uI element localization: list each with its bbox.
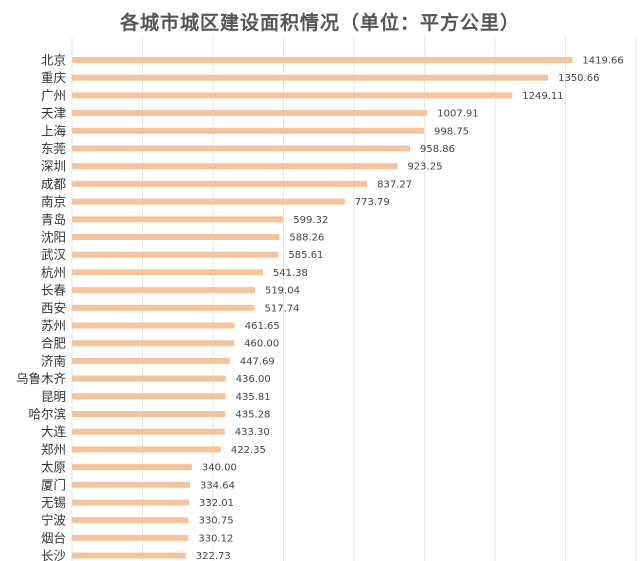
category-label: 宁波 [41,513,67,528]
value-label: 435.28 [235,410,270,421]
value-label: 332.01 [199,498,234,509]
value-label: 436.00 [236,374,271,385]
category-label: 无锡 [41,495,66,510]
value-label: 541.38 [273,268,308,279]
value-label: 517.74 [265,303,300,314]
bar [72,198,345,205]
category-label: 重庆 [41,70,67,85]
bar [72,251,279,258]
value-label: 330.12 [198,533,233,544]
bar [72,74,549,81]
bar [72,481,190,488]
value-labels: 1419.66 1350.66 1249.11 1007.91 998.75 958.86… [196,56,624,561]
category-label: 郑州 [41,442,66,457]
bar [72,534,189,541]
category-label: 大连 [41,424,67,439]
category-label: 北京 [41,53,66,68]
bar [72,411,226,417]
value-label: 998.75 [434,126,469,137]
bar [72,57,573,63]
value-label: 1007.91 [437,109,478,120]
category-label: 西安 [41,300,66,315]
bar [72,127,425,134]
value-label: 599.32 [293,215,328,226]
value-label: 460.00 [244,339,279,350]
bar [72,340,235,347]
category-label: 烟台 [41,530,66,545]
category-label: 东莞 [41,141,66,156]
value-label: 1249.11 [522,91,563,102]
bar [72,304,255,311]
bar [72,552,186,559]
bar [72,357,230,364]
category-label: 哈尔滨 [28,407,66,422]
value-label: 923.25 [407,162,442,173]
category-label: 昆明 [41,389,66,404]
bar [72,234,280,240]
value-label: 837.27 [377,179,412,190]
value-label: 773.79 [355,197,390,208]
bars [72,57,573,559]
bar [72,145,410,152]
value-label: 1350.66 [558,73,599,84]
value-label: 334.64 [200,480,235,491]
category-label: 南京 [41,194,66,209]
category-label: 广州 [41,88,66,103]
value-label: 519.04 [265,286,300,297]
value-label: 422.35 [231,445,266,456]
category-label: 乌鲁木齐 [16,371,67,386]
category-label: 厦门 [41,477,66,492]
value-label: 330.75 [199,516,234,527]
category-label: 合肥 [41,336,67,351]
category-label: 太原 [41,460,66,475]
bar [72,499,190,506]
gridlines [71,36,637,561]
category-label: 成都 [41,176,67,191]
bar [72,287,255,294]
category-label: 长沙 [41,548,67,561]
bar [72,428,225,435]
value-label: 447.69 [240,356,275,367]
value-label: 958.86 [420,144,455,155]
category-label: 苏州 [41,318,66,333]
bar [72,110,428,117]
bar [72,375,226,382]
value-label: 585.61 [288,250,323,261]
category-label: 长春 [41,283,67,298]
value-label: 588.26 [289,233,324,244]
bar [72,517,189,524]
bar [72,216,284,223]
bar [72,92,513,99]
value-label: 1419.66 [582,56,623,67]
category-label: 武汉 [41,247,67,262]
bar [72,163,398,170]
category-label: 沈阳 [41,230,66,245]
category-label: 天津 [41,106,66,121]
value-label: 433.30 [235,427,270,438]
bar [72,180,368,187]
category-label: 深圳 [41,159,66,174]
bar [72,322,235,329]
chart-title: 各城市城区建设面积情况（单位：平方公里） [119,12,520,34]
category-label: 济南 [41,353,66,368]
category-label: 杭州 [41,265,66,280]
bar [72,446,221,453]
category-label: 上海 [41,123,67,138]
bar [72,464,192,471]
value-label: 322.73 [196,551,231,561]
bar [72,393,226,400]
bar [72,269,263,276]
value-label: 461.65 [245,321,280,332]
category-label: 青岛 [41,212,66,227]
value-label: 435.81 [236,392,271,403]
category-labels: 北京重庆广州天津上海东莞深圳成都南京青岛沈阳武汉杭州长春西安苏州合肥济南乌鲁木齐… [16,53,67,561]
value-label: 340.00 [202,463,237,474]
